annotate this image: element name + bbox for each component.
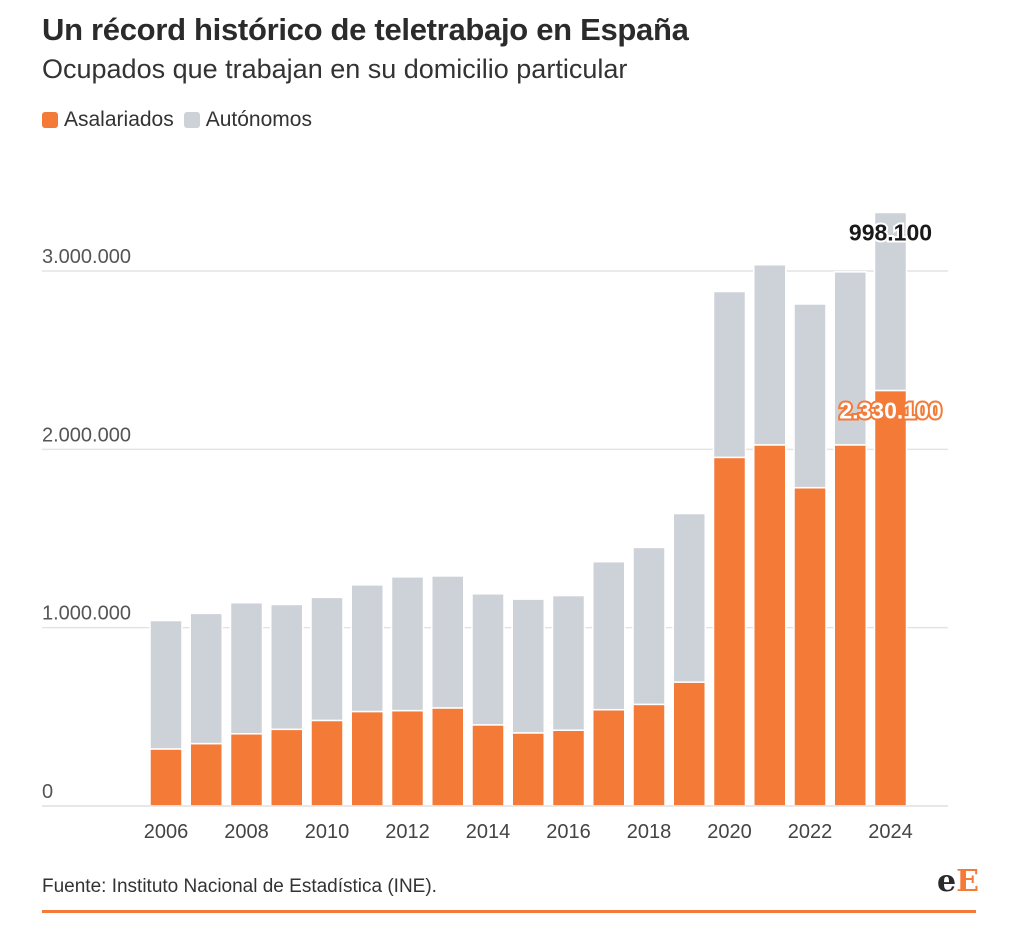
- bar-autonomos-2017: [592, 560, 626, 711]
- chart-title: Un récord histórico de teletrabajo en Es…: [42, 12, 689, 47]
- x-tick-label: 2024: [868, 821, 913, 843]
- bar-autonomos-2011: [350, 584, 384, 713]
- legend-label-asalariados: Asalariados: [64, 108, 174, 131]
- legend-swatch-asalariados: [42, 112, 58, 128]
- bar-asalariados-2013: [431, 707, 465, 807]
- bar-autonomos-2014: [471, 593, 505, 726]
- bar-asalariados-2009: [270, 728, 304, 807]
- eleconomista-logo: eE: [937, 864, 979, 899]
- bar-asalariados-2023: [833, 444, 867, 807]
- x-tick-label: 2022: [788, 821, 833, 843]
- bar-asalariados-2021: [753, 444, 787, 807]
- y-tick-label: 2.000.000: [42, 424, 131, 446]
- bar-autonomos-2015: [511, 598, 545, 734]
- bar-autonomos-2012: [390, 576, 425, 712]
- y-tick-label: 3.000.000: [42, 246, 131, 268]
- bar-autonomos-2019: [672, 512, 706, 683]
- x-tick-label: 2014: [466, 821, 511, 843]
- bar-asalariados-2016: [551, 729, 586, 807]
- bar-asalariados-2011: [350, 710, 384, 807]
- bar-autonomos-2007: [189, 612, 223, 745]
- legend-item-autonomos: Autónomos: [183, 108, 312, 132]
- y-tick-label: 1.000.000: [42, 603, 131, 625]
- logo-letter-E: E: [956, 864, 979, 899]
- annotation-asalariados-2024: 2.330.100: [839, 397, 941, 423]
- x-tick-label: 2010: [305, 821, 350, 843]
- legend: Asalariados Autónomos: [42, 108, 322, 132]
- bar-asalariados-2018: [632, 703, 666, 807]
- stacked-bar-chart: 0 1.000.000 2.000.000 3.000.000 2006 2008 2010…: [42, 211, 948, 843]
- x-tick-label: 2008: [224, 821, 269, 843]
- bar-asalariados-2010: [310, 719, 344, 807]
- bar-asalariados-2024: [873, 389, 908, 807]
- x-tick-label: 2006: [144, 821, 189, 843]
- bar-autonomos-2018: [632, 546, 666, 706]
- bar-autonomos-2008: [229, 601, 264, 735]
- bar-autonomos-2013: [431, 575, 465, 709]
- bar-asalariados-2020: [712, 456, 747, 807]
- bar-asalariados-2008: [229, 733, 264, 807]
- bar-autonomos-2020: [712, 290, 747, 459]
- legend-label-autonomos: Autónomos: [205, 108, 312, 131]
- x-tick-label: 2012: [385, 821, 430, 843]
- bar-autonomos-2023: [833, 271, 867, 446]
- bar-asalariados-2017: [592, 708, 626, 807]
- bar-asalariados-2019: [672, 681, 706, 807]
- x-tick-label: 2016: [546, 821, 591, 843]
- bar-asalariados-2015: [511, 732, 545, 807]
- legend-swatch-autonomos: [183, 112, 200, 128]
- bar-asalariados-2022: [793, 486, 827, 807]
- bar-autonomos-2009: [270, 603, 304, 731]
- x-tick-label: 2020: [707, 821, 752, 843]
- bar-autonomos-2024: [873, 211, 908, 392]
- annotation-autonomos-2024: 998.100: [849, 219, 932, 245]
- legend-item-asalariados: Asalariados: [42, 108, 174, 132]
- bar-asalariados-2014: [471, 724, 505, 807]
- bar-autonomos-2016: [551, 594, 586, 731]
- bar-autonomos-2006: [149, 619, 183, 750]
- bar-autonomos-2010: [310, 596, 344, 722]
- bar-asalariados-2007: [189, 742, 223, 807]
- logo-letter-e: e: [937, 864, 957, 899]
- bar-asalariados-2006: [149, 748, 183, 807]
- chart-subtitle: Ocupados que trabajan en su domicilio pa…: [42, 54, 628, 84]
- x-tick-label: 2018: [627, 821, 672, 843]
- source-note: Fuente: Instituto Nacional de Estadístic…: [42, 876, 437, 897]
- bar-asalariados-2012: [390, 709, 425, 807]
- bar-autonomos-2021: [753, 264, 787, 446]
- footer-rule: [42, 910, 976, 913]
- bar-autonomos-2022: [793, 303, 827, 489]
- y-tick-label: 0: [42, 781, 53, 803]
